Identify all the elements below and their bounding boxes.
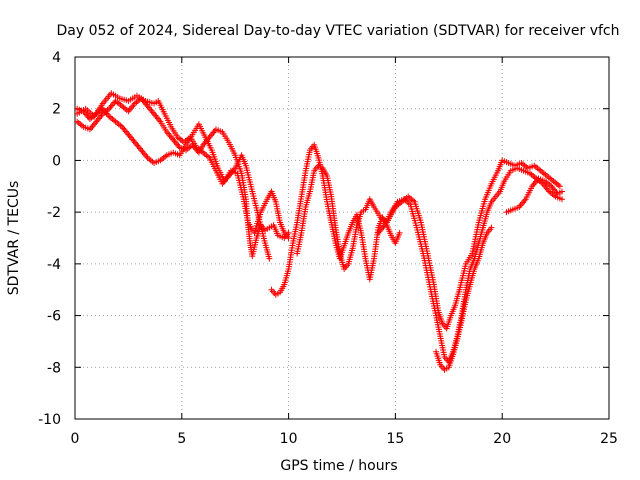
series-track-1 [74,95,292,260]
series-track-7 [432,224,495,373]
axis-ticks: 0 5 10 15 20 25 -10 -8 -6 -4 -2 0 2 4 [38,50,618,447]
data-point-marker [266,255,273,262]
x-tick-label: 5 [177,431,186,447]
y-axis-label: SDTVAR / TECUs [6,181,22,296]
y-tick-label: 0 [52,153,61,169]
y-tick-label: -4 [47,257,61,273]
data-point-marker [488,224,495,231]
x-tick-label: 15 [386,431,404,447]
x-tick-label: 20 [493,431,511,447]
x-tick-label: 25 [600,431,618,447]
y-tick-label: -2 [47,205,61,221]
y-tick-label: 2 [52,102,61,118]
y-tick-label: -10 [38,412,61,428]
data-point-marker [559,196,566,203]
data-point-marker [559,188,566,195]
series-track-6 [375,165,566,366]
series-track-5 [294,157,563,332]
x-tick-label: 10 [280,431,298,447]
y-tick-label: -6 [47,309,61,325]
y-tick-label: 4 [52,50,61,66]
y-tick-label: -8 [47,360,61,376]
chart-title: Day 052 of 2024, Sidereal Day-to-day VTE… [56,23,619,39]
data-point-marker [285,235,292,241]
x-tick-label: 0 [71,431,80,447]
series-track-3 [74,90,273,262]
data-points [74,90,566,373]
data-point-marker [396,229,403,236]
series-track-8 [503,175,566,216]
data-point-marker [556,183,563,190]
x-axis-label: GPS time / hours [280,458,397,474]
plot-frame [74,56,610,420]
